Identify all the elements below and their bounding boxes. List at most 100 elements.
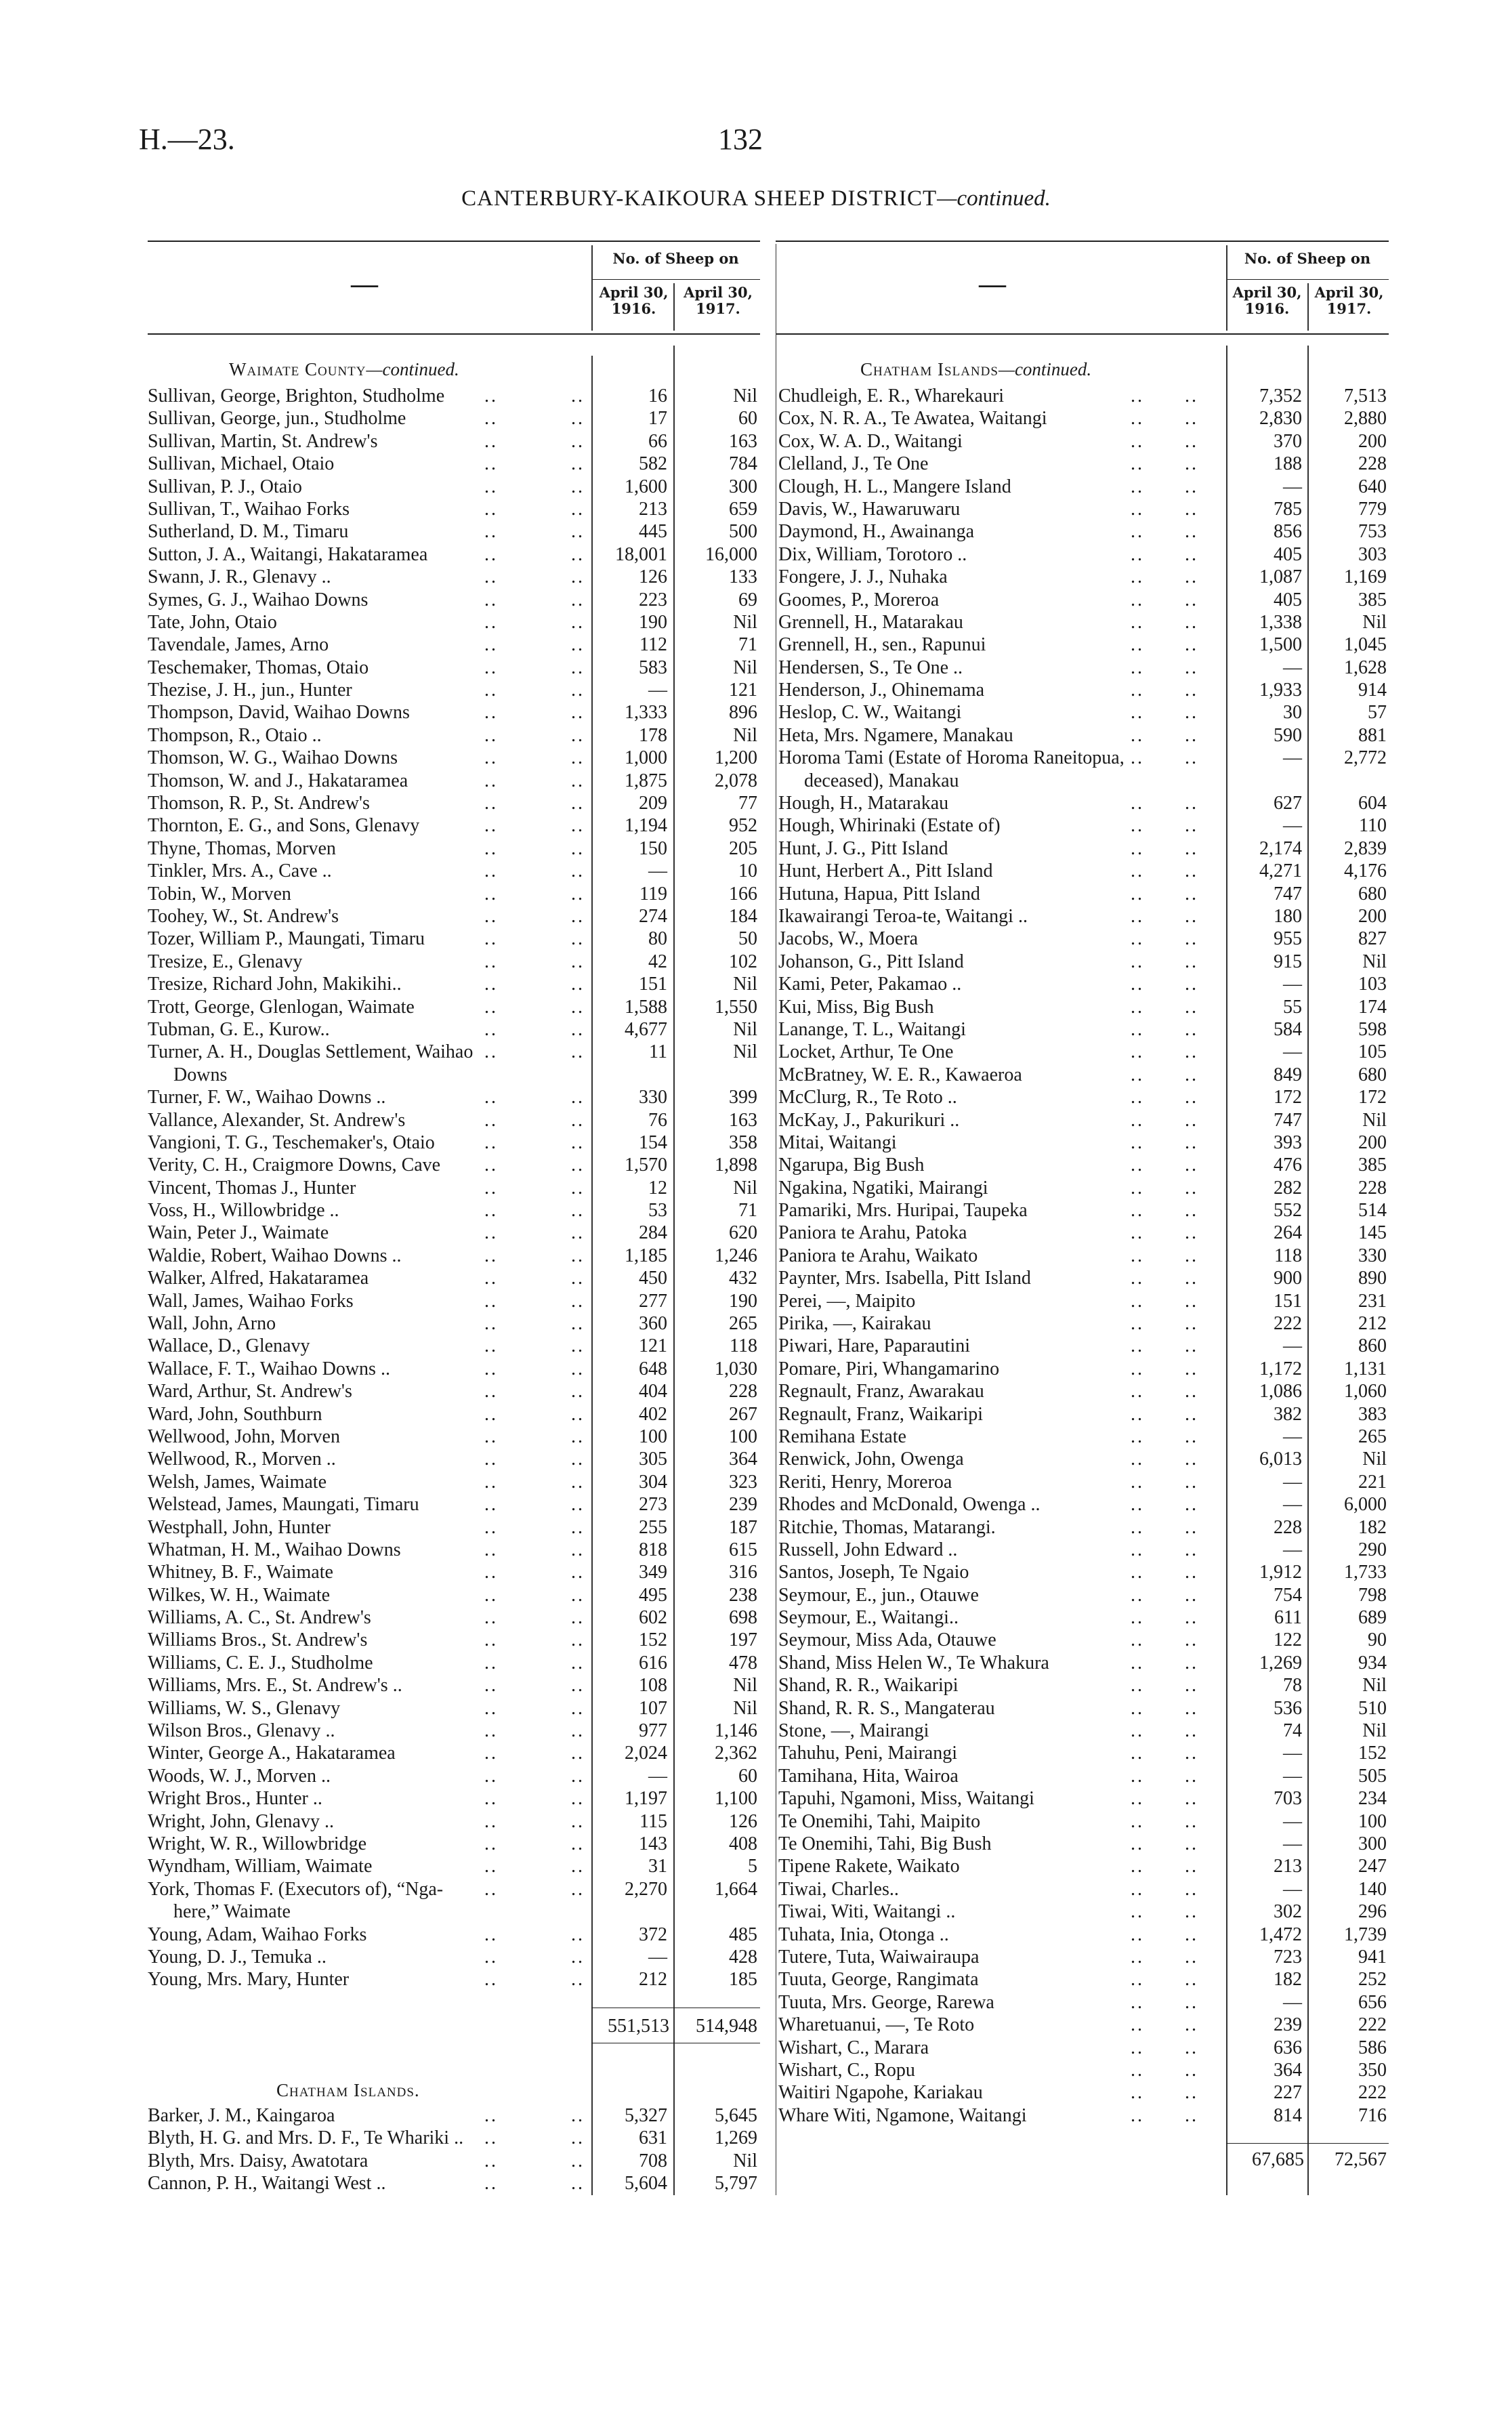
dot-leader: .. xyxy=(1131,1358,1144,1379)
sheep-1916: 182 xyxy=(1274,1969,1302,1991)
table-row: Rhodes and McDonald, Owenga ...... — 6,000 xyxy=(778,1493,1389,1516)
owner-name: Wilson Bros., Glenavy .. xyxy=(148,1720,339,1742)
dot-leader: .. xyxy=(1131,1494,1144,1516)
dot-leader: .. xyxy=(484,1403,498,1425)
table-row: Johanson, G., Pitt Island.... 915 Nil xyxy=(778,951,1389,973)
sheep-1916: — xyxy=(1283,1765,1302,1787)
dot-leader: .. xyxy=(571,589,585,610)
sheep-1917: 1,131 xyxy=(1344,1358,1387,1379)
sheep-1917: 100 xyxy=(729,1426,757,1447)
dot-leader: .. xyxy=(484,1268,498,1289)
dot-leader: .. xyxy=(571,430,585,452)
dot-leader: .. xyxy=(1185,1743,1198,1764)
sheep-1916: 213 xyxy=(1274,1856,1302,1877)
dot-leader: .. xyxy=(1131,2082,1144,2104)
table-row: Trott, George, Glenlogan, Waimate.... 1,5… xyxy=(148,996,760,1018)
dot-leader: .. xyxy=(484,498,498,520)
sheep-1917: 1,246 xyxy=(715,1245,757,1266)
table-row: Winter, George A., Hakataramea.... 2,024 2… xyxy=(148,1742,760,1764)
table-row: Sullivan, P. J., Otaio.... 1,600 300 xyxy=(148,476,760,498)
sheep-1917: 265 xyxy=(729,1313,757,1335)
table-row: Remihana Estate.... — 265 xyxy=(778,1426,1389,1448)
table-row: Wyndham, William, Waimate.... 31 5 xyxy=(148,1855,760,1877)
dot-leader: .. xyxy=(571,476,585,497)
subheader-rule xyxy=(1226,279,1389,280)
dot-leader: .. xyxy=(1185,1290,1198,1312)
sheep-1916: 900 xyxy=(1274,1268,1302,1289)
sheep-1917: 615 xyxy=(729,1539,757,1560)
owner-name: Thompson, David, Waihao Downs xyxy=(148,702,414,724)
owner-name: Ikawairangi Teroa-te, Waitangi .. xyxy=(778,905,1032,927)
owner-name: Seymour, E., Waitangi.. xyxy=(778,1607,963,1629)
sheep-1916: 1,912 xyxy=(1259,1562,1302,1583)
sheep-1916: 582 xyxy=(639,453,667,475)
dot-leader: .. xyxy=(571,1155,585,1176)
owner-name: Ward, Arthur, St. Andrew's xyxy=(148,1381,356,1402)
dot-leader: .. xyxy=(484,1675,498,1697)
owner-name: Santos, Joseph, Te Ngaio xyxy=(778,1562,973,1583)
dot-leader: .. xyxy=(1131,1268,1144,1289)
dot-leader: .. xyxy=(1131,2037,1144,2058)
dot-leader: .. xyxy=(571,1652,585,1673)
owner-name: Mitai, Waitangi xyxy=(778,1131,901,1153)
sheep-1917: 5,797 xyxy=(715,2173,757,2195)
table-row: Tiwai, Witi, Waitangi ...... 302 296 xyxy=(778,1900,1389,1923)
dot-leader: .. xyxy=(571,1177,585,1199)
dot-leader: .. xyxy=(1131,837,1144,859)
dot-leader: .. xyxy=(484,1878,498,1900)
table-row: Ritchie, Thomas, Matarangi..... 228 182 xyxy=(778,1516,1389,1539)
total-1916: 551,513 xyxy=(608,2016,669,2037)
owner-name: Piwari, Hare, Paparautini xyxy=(778,1335,975,1357)
table-row: Ward, Arthur, St. Andrew's.... 404 228 xyxy=(148,1380,760,1402)
owner-name: Whatman, H. M., Waihao Downs xyxy=(148,1539,405,1560)
dot-leader: .. xyxy=(571,1584,585,1606)
sheep-1916: 703 xyxy=(1274,1788,1302,1810)
table-row: Tresize, Richard John, Makikihi...... 151… xyxy=(148,973,760,995)
column-divider xyxy=(673,283,675,331)
dot-leader: .. xyxy=(571,1313,585,1335)
sheep-1916: 747 xyxy=(1274,1109,1302,1131)
dot-leader: .. xyxy=(1131,1720,1144,1742)
sheep-1917: 110 xyxy=(1359,815,1387,837)
sheep-1916: 304 xyxy=(639,1471,667,1493)
owner-name: Te Onemihi, Tahi, Big Bush xyxy=(778,1833,996,1854)
sheep-1917: 1,030 xyxy=(715,1358,757,1379)
owner-name: Walker, Alfred, Hakataramea xyxy=(148,1268,373,1289)
section-suffix: —continued. xyxy=(998,359,1092,379)
dot-leader: .. xyxy=(1131,566,1144,588)
owner-name: Daymond, H., Awainanga xyxy=(778,521,979,543)
sheep-1916: 122 xyxy=(1274,1629,1302,1651)
dot-leader: .. xyxy=(571,1222,585,1244)
sheep-1916: 31 xyxy=(648,1856,667,1877)
dot-leader: .. xyxy=(1185,1562,1198,1583)
sheep-1916: 849 xyxy=(1274,1064,1302,1085)
sheep-1917: 784 xyxy=(729,453,757,475)
sheep-1916: — xyxy=(648,1765,667,1787)
column-divider xyxy=(1226,245,1227,331)
dot-leader: .. xyxy=(571,2150,585,2171)
table-row: Turner, F. W., Waihao Downs ...... 330 399 xyxy=(148,1086,760,1108)
table-row: Heta, Mrs. Ngamere, Manakau.... 590 881 xyxy=(778,724,1389,747)
owner-name: Williams, C. E. J., Studholme xyxy=(148,1652,377,1673)
dot-leader: .. xyxy=(1131,2104,1144,2126)
sheep-1916: 212 xyxy=(639,1969,667,1991)
sheep-1916: 2,174 xyxy=(1259,837,1302,859)
table-row: Tuuta, George, Rangimata.... 182 252 xyxy=(778,1968,1389,1991)
dot-leader: .. xyxy=(484,1494,498,1516)
owner-name: Tobin, W., Morven xyxy=(148,883,295,904)
dot-leader: .. xyxy=(484,1584,498,1606)
owner-name: Thyne, Thomas, Morven xyxy=(148,837,340,859)
dot-leader: .. xyxy=(484,1720,498,1742)
sheep-1917: 71 xyxy=(738,1200,757,1222)
sheep-1916: 590 xyxy=(1274,724,1302,746)
sheep-1917: Nil xyxy=(733,1041,757,1063)
sheep-1917: 163 xyxy=(729,430,757,452)
table-row: Blyth, Mrs. Daisy, Awatotara.... 708 Nil xyxy=(148,2150,760,2172)
dot-leader: .. xyxy=(1131,1449,1144,1470)
table-row: Pirika, —, Kairakau.... 222 212 xyxy=(778,1312,1389,1335)
sheep-1917: 152 xyxy=(1358,1743,1387,1764)
sheep-1916: — xyxy=(1283,1494,1302,1516)
owner-name: Lanange, T. L., Waitangi xyxy=(778,1018,970,1040)
owner-name: Paniora te Arahu, Waikato xyxy=(778,1245,982,1266)
table-row: Hendersen, S., Te One ...... — 1,628 xyxy=(778,657,1389,679)
